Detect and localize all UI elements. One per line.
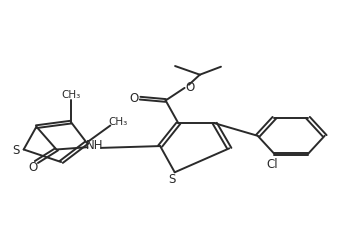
Text: S: S xyxy=(168,172,175,185)
Text: NH: NH xyxy=(86,138,103,151)
Text: O: O xyxy=(129,91,138,104)
Text: O: O xyxy=(28,160,37,173)
Text: S: S xyxy=(12,143,19,156)
Text: Cl: Cl xyxy=(267,157,278,170)
Text: O: O xyxy=(185,80,195,93)
Text: CH₃: CH₃ xyxy=(62,90,80,100)
Text: CH₃: CH₃ xyxy=(109,116,128,126)
